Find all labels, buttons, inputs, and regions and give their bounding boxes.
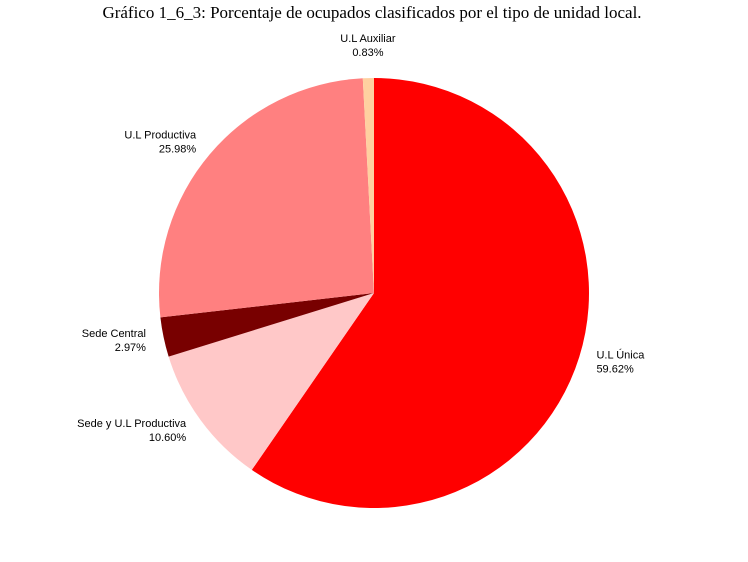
- slice-label: U.L Auxiliar: [340, 33, 396, 45]
- slice-label: Sede y U.L Productiva: [77, 418, 187, 430]
- slice-value-label: 0.83%: [352, 47, 383, 59]
- slice-value-label: 2.97%: [115, 342, 146, 354]
- pie-slice: [158, 78, 374, 318]
- pie-slice: [362, 78, 374, 293]
- slice-value-label: 59.62%: [596, 363, 634, 375]
- slice-value-label: 25.98%: [159, 143, 197, 155]
- pie-slice: [160, 293, 374, 357]
- slice-value-label: 10.60%: [149, 432, 187, 444]
- chart-title: Gráfico 1_6_3: Porcentaje de ocupados cl…: [102, 3, 641, 22]
- slice-label: Sede Central: [82, 328, 146, 340]
- pie-slice: [251, 78, 589, 508]
- pie-slice: [168, 293, 374, 470]
- slice-label: U.L Productiva: [124, 129, 197, 141]
- slice-label: U.L Única: [596, 348, 645, 361]
